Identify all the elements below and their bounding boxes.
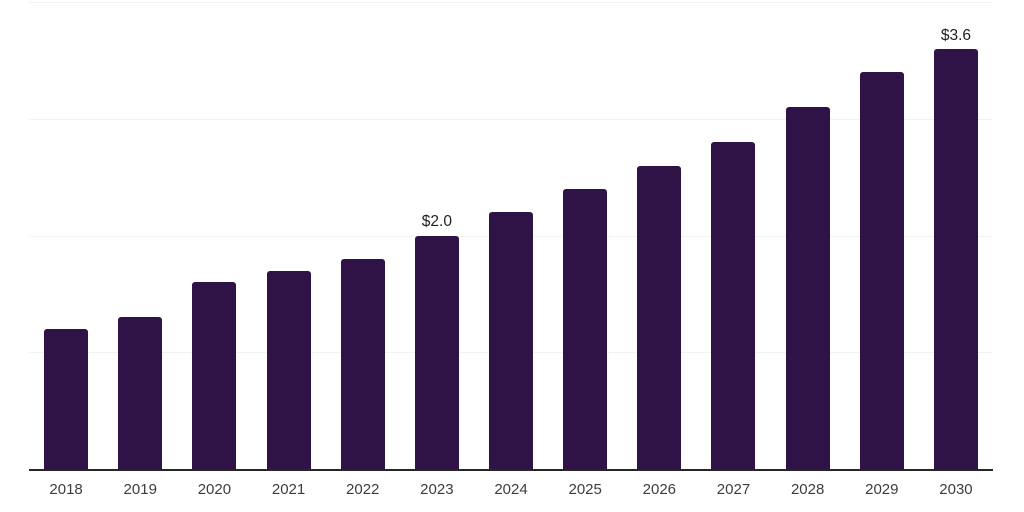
x-axis-tick-label: 2022 — [346, 481, 380, 498]
x-axis-tick-label: 2019 — [123, 481, 157, 498]
bars-container: $2.0 $3.6 — [29, 0, 993, 469]
bar — [414, 235, 459, 469]
plot-area: $2.0 $3.6 — [29, 0, 993, 469]
x-axis-tick-label: 2028 — [790, 481, 825, 498]
x-axis-tick-label: 2023 — [420, 481, 454, 498]
bar — [933, 49, 978, 469]
bar — [563, 189, 608, 469]
bar — [785, 107, 830, 469]
bar-column-2029 — [845, 0, 919, 469]
bar-column-2030: $3.6 — [919, 0, 993, 469]
gridline — [29, 119, 993, 120]
gridline — [29, 2, 993, 4]
bar — [489, 212, 534, 469]
bar-value-label: $2.0 — [421, 213, 452, 231]
bar-column-2026 — [622, 0, 696, 469]
x-axis-tick-label: 2026 — [642, 481, 677, 498]
bar-column-2019 — [103, 0, 177, 469]
bar-column-2020 — [177, 0, 251, 469]
x-axis-tick-label: 2030 — [939, 481, 973, 498]
bar-column-2022 — [326, 0, 400, 469]
bar-value-label: $3.6 — [940, 26, 972, 44]
bar-column-2021 — [251, 0, 325, 469]
bar-column-2025 — [548, 0, 622, 469]
bar — [192, 282, 237, 469]
bar-column-2028 — [771, 0, 845, 469]
x-axis-tick-label: 2027 — [716, 481, 751, 498]
bar-column-2018 — [29, 0, 103, 469]
x-axis-tick-label: 2029 — [865, 481, 899, 498]
x-axis-tick-label: 2025 — [568, 481, 602, 498]
bar — [711, 142, 756, 469]
bar — [637, 165, 682, 469]
bar — [266, 270, 311, 469]
x-axis-line — [29, 469, 993, 471]
x-axis-tick-label: 2018 — [49, 481, 83, 498]
bar-column-2024 — [474, 0, 548, 469]
bar — [118, 317, 163, 469]
bar — [859, 72, 904, 469]
bar-column-2023: $2.0 — [400, 0, 474, 469]
x-axis-tick-label: 2020 — [197, 481, 232, 498]
x-axis-tick-label: 2024 — [494, 481, 528, 498]
bar — [340, 259, 385, 469]
x-axis-tick-label: 2021 — [271, 481, 306, 498]
x-axis-labels: 2018 2019 2020 2021 2022 2023 2024 2025 2026 2027… — [29, 481, 993, 499]
bar-column-2027 — [696, 0, 770, 469]
bar — [44, 329, 89, 469]
